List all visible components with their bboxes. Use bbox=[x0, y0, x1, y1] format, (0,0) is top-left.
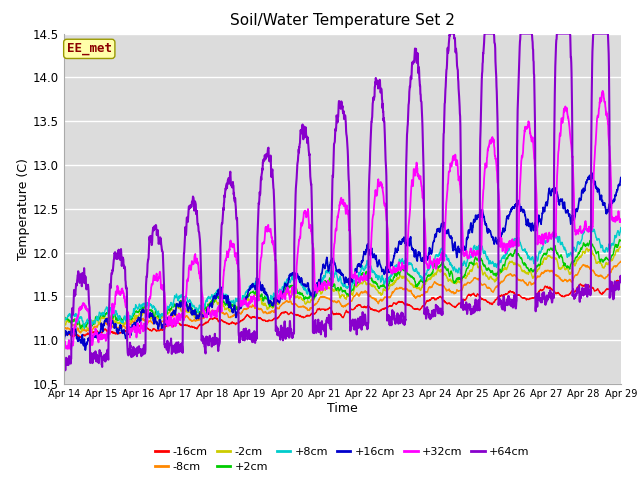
X-axis label: Time: Time bbox=[327, 402, 358, 415]
Text: EE_met: EE_met bbox=[67, 42, 112, 55]
Title: Soil/Water Temperature Set 2: Soil/Water Temperature Set 2 bbox=[230, 13, 455, 28]
Y-axis label: Temperature (C): Temperature (C) bbox=[17, 158, 30, 260]
Legend: -16cm, -8cm, -2cm, +2cm, +8cm, +16cm, +32cm, +64cm: -16cm, -8cm, -2cm, +2cm, +8cm, +16cm, +3… bbox=[150, 442, 534, 477]
